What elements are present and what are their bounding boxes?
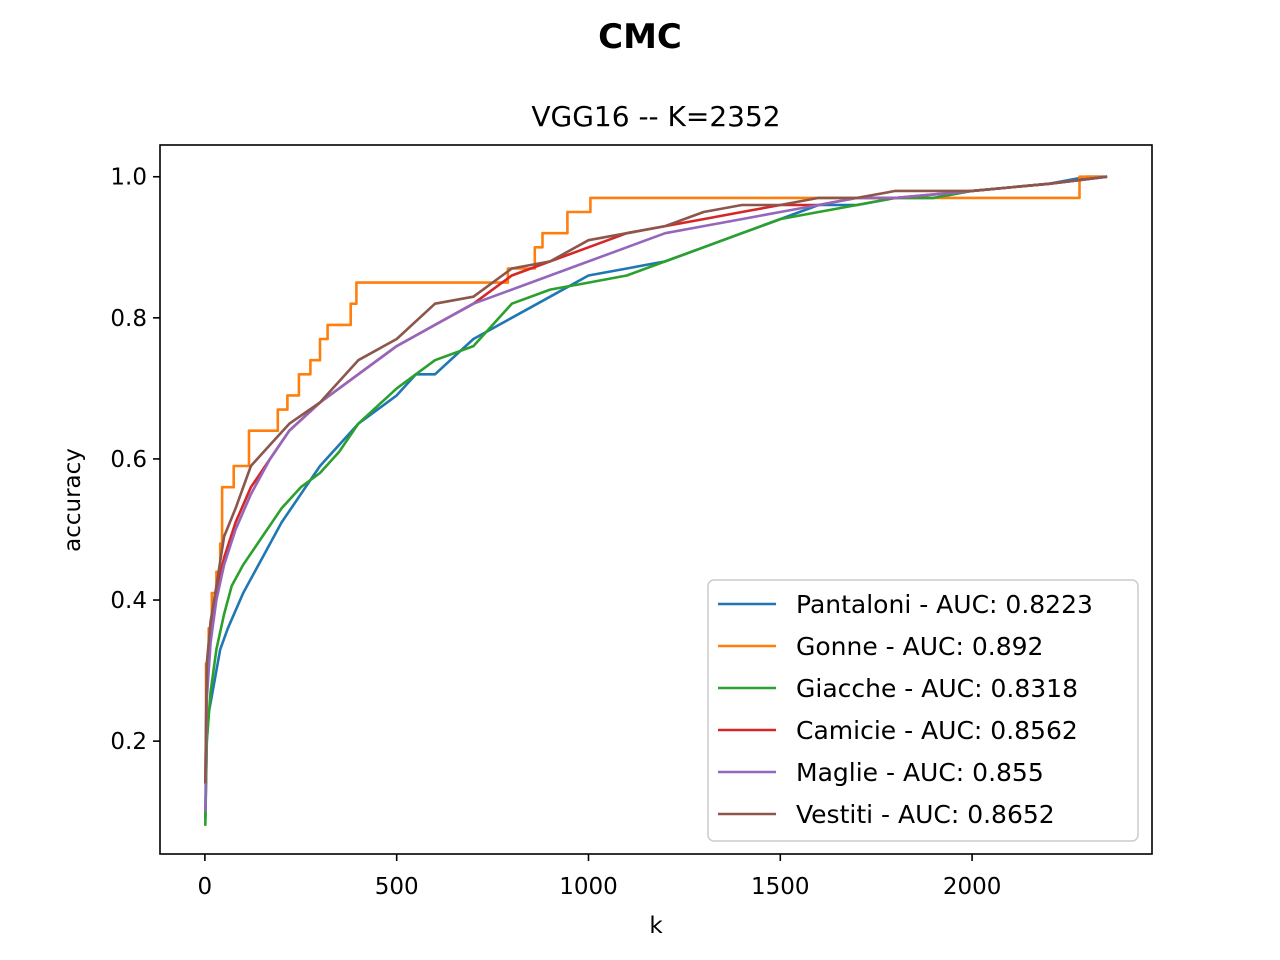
x-axis: 0 500 1000 1500 2000 xyxy=(198,854,1002,900)
series-layer xyxy=(204,175,1108,826)
legend-label: Pantaloni - AUC: 0.8223 xyxy=(796,590,1093,619)
chart-subtitle: VGG16 -- K=2352 xyxy=(531,100,780,133)
legend-label: Gonne - AUC: 0.892 xyxy=(796,632,1043,661)
series-line-5 xyxy=(204,175,1108,812)
x-tick-label: 2000 xyxy=(943,874,1002,900)
y-tick-label: 0.8 xyxy=(110,306,147,332)
legend: Pantaloni - AUC: 0.8223 Gonne - AUC: 0.89… xyxy=(707,579,1139,842)
series-line-6 xyxy=(204,175,1108,784)
y-axis-label: accuracy xyxy=(60,448,86,552)
y-tick-label: 1.0 xyxy=(110,165,147,191)
legend-label: Maglie - AUC: 0.855 xyxy=(796,758,1044,787)
chart-title: CMC xyxy=(598,17,682,57)
x-tick-label: 1500 xyxy=(751,874,810,900)
x-tick-label: 0 xyxy=(198,874,213,900)
y-tick-label: 0.6 xyxy=(110,447,147,473)
y-tick-label: 0.4 xyxy=(110,588,147,614)
x-tick-label: 500 xyxy=(375,874,419,900)
y-axis: 0.2 0.4 0.6 0.8 1.0 xyxy=(110,165,160,755)
legend-box xyxy=(707,579,1139,842)
legend-label: Vestiti - AUC: 0.8652 xyxy=(796,800,1055,829)
x-tick-label: 1000 xyxy=(559,874,618,900)
legend-label: Giacche - AUC: 0.8318 xyxy=(796,674,1078,703)
series-line-3 xyxy=(204,175,1108,826)
plot-frame xyxy=(159,144,1153,855)
legend-label: Camicie - AUC: 0.8562 xyxy=(796,716,1078,745)
x-axis-label: k xyxy=(649,913,663,939)
y-tick-label: 0.2 xyxy=(110,729,147,755)
